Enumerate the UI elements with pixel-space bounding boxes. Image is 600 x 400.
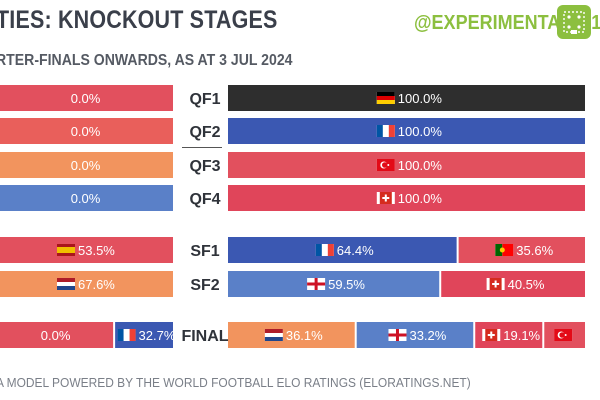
row-sf2-right-value-2: 40.5%	[508, 277, 545, 292]
flag-portugal-icon	[495, 244, 514, 256]
row-qf3-right-bar-1	[228, 152, 585, 178]
row-sf1-right-value-1: 64.4%	[337, 243, 374, 258]
row-sf2-left-value-1: 67.6%	[78, 277, 115, 292]
qf-divider	[182, 147, 222, 148]
row-qf4-right-bar-1	[228, 185, 585, 211]
flag-france-icon	[376, 125, 395, 137]
flag-spain-icon	[57, 244, 75, 256]
flag-switzerland-icon	[376, 192, 395, 204]
flag-germany-icon	[376, 92, 395, 104]
row-sf1-left-value-1: 53.5%	[78, 243, 115, 258]
row-qf1-left-value-1: 0.0%	[71, 91, 101, 106]
row-sf2-right-bar-1	[228, 271, 440, 297]
row-sf2-right-bar-2	[441, 271, 585, 297]
row-qf2-right-value-1: 100.0%	[398, 124, 443, 139]
row-qf3-label: QF3	[189, 158, 220, 175]
row-qf1-right-value-1: 100.0%	[398, 91, 443, 106]
flag-france-icon	[117, 329, 136, 341]
flag-england-icon	[388, 329, 407, 341]
row-qf3: 0.0% 100.0% QF3	[0, 152, 585, 178]
row-final-right-value-2: 33.2%	[409, 328, 446, 343]
row-sf2-left-bar-1	[0, 271, 173, 297]
row-sf1-label: SF1	[190, 243, 219, 260]
row-qf4: 0.0% 100.0% QF4	[0, 185, 585, 211]
row-final: 0.0% 32.7% 36.1% 33.2% 19.1% FINAL	[0, 322, 585, 348]
row-qf4-label: QF4	[189, 191, 220, 208]
flag-switzerland-icon	[482, 329, 501, 341]
row-sf1-right-bar-1	[228, 237, 457, 263]
row-qf2-right-bar-1	[228, 118, 585, 144]
row-qf4-left-value-1: 0.0%	[71, 191, 101, 206]
row-sf1-right-bar-2	[458, 237, 585, 263]
row-sf2-right-value-1: 59.5%	[328, 277, 365, 292]
row-sf2: 67.6% 59.5% 40.5% SF2	[0, 271, 585, 297]
row-sf2-label: SF2	[190, 277, 219, 294]
row-final-right-value-3: 19.1%	[503, 328, 540, 343]
row-sf1: 53.5% 64.4% 35.6% SF1	[0, 237, 585, 263]
chart-title: TIES: KNOCKOUT STAGES	[0, 6, 278, 34]
chart-subtitle: RTER-FINALS ONWARDS, AS AT 3 JUL 2024	[0, 52, 293, 69]
row-final-left-bar-1	[0, 322, 114, 348]
row-final-left-value-2: 32.7%	[139, 328, 176, 343]
flag-switzerland-icon	[486, 278, 505, 290]
row-qf1-right-bar-1	[228, 85, 585, 111]
brand-logo-icon	[557, 5, 591, 39]
row-qf2-label: QF2	[189, 124, 220, 141]
row-qf3-left-value-1: 0.0%	[71, 158, 101, 173]
row-qf1-left-bar-1	[0, 85, 173, 111]
footer-credit: A MODEL POWERED BY THE WORLD FOOTBALL EL…	[0, 375, 471, 390]
flag-netherlands-icon	[264, 329, 283, 341]
row-qf2: 0.0% 100.0% QF2	[0, 118, 585, 144]
row-qf4-right-value-1: 100.0%	[398, 191, 443, 206]
flag-turkey-icon	[554, 329, 573, 341]
row-final-right-bar-2	[356, 322, 474, 348]
row-qf1: 0.0% 100.0% QF1	[0, 85, 585, 111]
row-sf1-left-bar-1	[0, 237, 173, 263]
row-qf2-left-value-1: 0.0%	[71, 124, 101, 139]
flag-netherlands-icon	[57, 278, 75, 290]
row-final-left-value-1: 0.0%	[41, 328, 71, 343]
row-qf2-left-bar-1	[0, 118, 173, 144]
brand-handle[interactable]: @EXPERIMENTAL361	[414, 12, 600, 34]
flag-england-icon	[307, 278, 326, 290]
row-qf1-label: QF1	[189, 91, 220, 108]
row-final-right-value-1: 36.1%	[286, 328, 323, 343]
row-qf3-right-value-1: 100.0%	[398, 158, 443, 173]
row-final-right-bar-1	[228, 322, 355, 348]
row-qf4-left-bar-1	[0, 185, 173, 211]
flag-turkey-icon	[376, 159, 395, 171]
row-final-label: FINAL	[181, 328, 228, 345]
flag-france-icon	[315, 244, 334, 256]
row-qf3-left-bar-1	[0, 152, 173, 178]
row-sf1-right-value-2: 35.6%	[516, 243, 553, 258]
